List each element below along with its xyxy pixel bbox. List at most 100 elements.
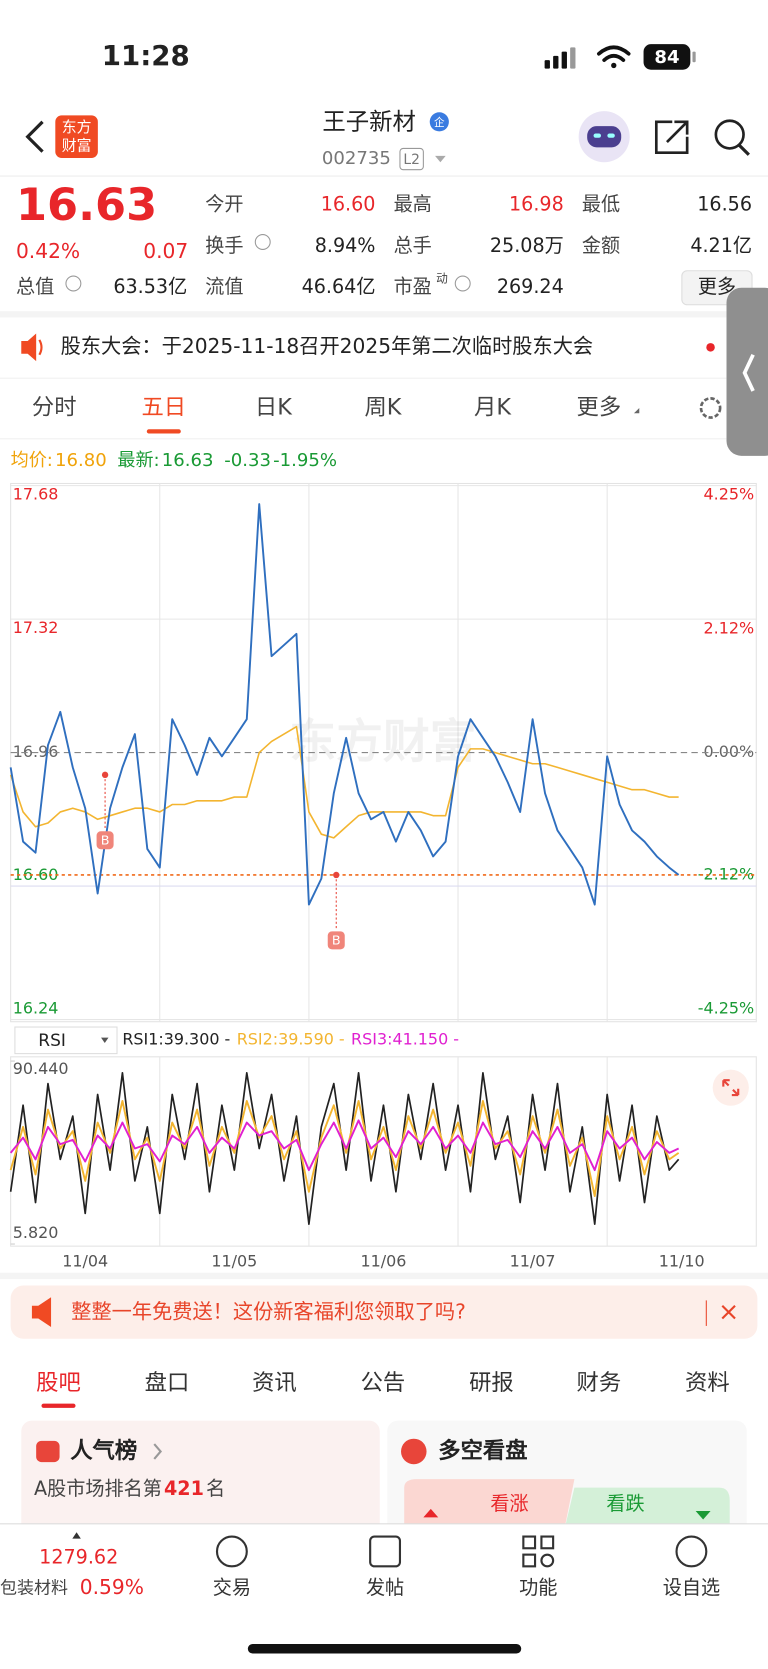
level-box [399,147,424,171]
function-icon [522,1535,555,1568]
more-triangle [633,407,640,414]
notice[interactable]: 股东大会：于2025-11-18召开2025年第二次临时股东大会 [61,334,593,358]
info-icon[interactable] [65,275,82,292]
watermark: 东方财富 [289,716,476,770]
stat-label: 金额 [582,234,620,257]
stat-value: 4.21亿 [690,234,752,257]
stat-label: 今开 [205,192,243,215]
stat-label: 换手 [205,234,243,257]
battery [643,44,691,70]
logo-text: 财富 [62,136,92,154]
badge [429,112,449,132]
y2-tick-label: 0.00% [704,742,755,761]
vote-down[interactable] [563,1487,730,1533]
up-arrow [423,1508,439,1518]
back-button[interactable] [25,120,44,153]
y-tick-label: 17.68 [13,485,59,504]
tab-underline [146,429,181,434]
x-tick-label: 11/05 [211,1252,257,1271]
stat-label: 市盈 [394,275,432,298]
stat-value: 16.60 [321,192,376,215]
section-tab[interactable]: 研报 [469,1370,514,1396]
vote-up-label: 看涨 [490,1492,528,1515]
promo-icon [31,1297,52,1327]
stock-code: 002735 [322,148,391,169]
y-tick-label: 5.820 [13,1223,59,1242]
stats: 今开 16.60 最高 16.98 最低 16.56 换手 8.94% 总手 25.08万 金额 4.… [16,192,752,298]
bottom-item[interactable]: 设自选 [663,1576,720,1599]
rsi-line [9,1100,680,1198]
section-tab[interactable]: 资料 [685,1370,730,1396]
search-button[interactable] [714,119,745,150]
info-icon[interactable] [254,234,271,250]
rank-icon [36,1440,60,1463]
badge-text: 企 [434,116,445,129]
section-tab[interactable]: 股吧 [36,1370,81,1396]
y2-tick-label: 2.12% [704,618,755,637]
code-dropdown[interactable] [435,155,446,163]
index-value[interactable]: 1279.62 [39,1545,118,1568]
stock-name: 王子新材 [322,107,416,135]
chart-tab[interactable]: 周K [364,394,402,420]
settings-button[interactable] [699,397,722,419]
buy-marker-box [96,831,114,850]
chart-legend: -0.33 [224,450,271,471]
charts: 均价: 16.80 最新: 16.63 -0.33 -1.95% 17.68 17.32 16.… [9,450,757,1271]
unread-dot [706,343,715,352]
speaker-wave [38,339,43,356]
stat-value: 269.24 [497,275,564,298]
rsi-line [9,1119,680,1172]
vote-down-label: 看跌 [606,1492,644,1515]
bottom-item[interactable]: 交易 [213,1576,251,1599]
vote-up[interactable] [404,1479,575,1533]
section-tab[interactable]: 公告 [361,1370,406,1396]
x-tick-label: 11/04 [62,1252,108,1271]
stat-value: 63.53亿 [113,275,187,298]
legend-entry: RSI3:41.150 - [351,1029,459,1048]
promo-banner[interactable] [10,1285,758,1339]
bottom-item[interactable]: 功能 [519,1576,557,1599]
side-drawer[interactable] [726,287,768,456]
stat-value: 16.56 [697,192,752,215]
stat-value: 8.94% [315,234,376,257]
share-button[interactable] [654,120,689,154]
section-tab[interactable]: 盘口 [145,1370,190,1396]
y-tick-label: 16.96 [13,742,59,761]
chart-tab[interactable]: 月K [474,394,512,420]
indicator-selector[interactable] [14,1026,118,1055]
logo[interactable] [55,115,98,158]
indicator-name: RSI [38,1031,66,1051]
rank-card[interactable] [21,1420,380,1538]
chart-tabs: 分时 五日 日K 周K 月K 更多 [32,394,622,434]
stat-label: 流值 [205,275,243,298]
vote-title: 多空看盘 [438,1437,527,1464]
section-tab[interactable]: 资讯 [252,1370,297,1396]
drawer-arrow [742,353,755,392]
post-icon [369,1535,402,1568]
battery-level: 84 [654,47,679,68]
info-icon[interactable] [454,275,471,292]
avatar-eye [607,133,615,138]
rank-unit: 名 [206,1477,225,1500]
chart-tab[interactable]: 更多 [577,394,622,420]
y-tick-label: 16.24 [13,998,59,1017]
chart-tab[interactable]: 分时 [32,394,77,420]
change: 0.07 [143,239,188,263]
y2-tick-label: -4.25% [698,998,754,1017]
chart-legend: 最新: [117,450,159,471]
section-tabs: 股吧 盘口 资讯 公告 研报 财务 资料 [36,1370,730,1408]
bottom-item[interactable]: 发帖 [366,1576,404,1599]
chart-tab[interactable]: 五日 [141,394,186,420]
promo-close[interactable] [721,1304,736,1320]
expand-button[interactable] [712,1069,749,1106]
stat-label: 总手 [394,234,432,257]
chart-tab[interactable]: 日K [255,394,293,420]
rsi-line [9,1072,680,1225]
section-tab[interactable]: 财务 [577,1370,622,1396]
y-tick-label: 90.440 [13,1059,69,1078]
price-line [9,503,680,906]
stat-label: 最低 [582,192,620,215]
rank-arrow [153,1443,163,1460]
